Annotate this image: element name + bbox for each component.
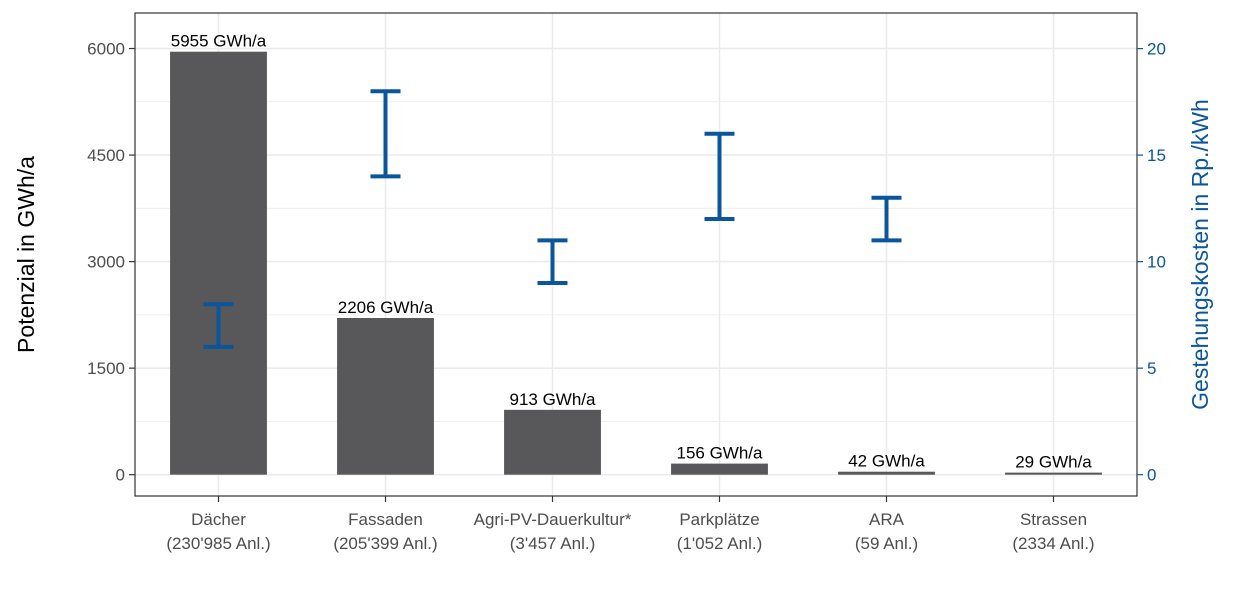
y2-tick-label: 5 bbox=[1147, 359, 1156, 378]
cost-errorbar bbox=[203, 302, 234, 349]
y-tick-label: 6000 bbox=[87, 40, 125, 59]
category-sublabel: (230'985 Anl.) bbox=[166, 534, 270, 553]
bar-value-label: 913 GWh/a bbox=[510, 390, 597, 409]
y2-tick-label: 0 bbox=[1147, 466, 1156, 485]
y2-tick-label: 10 bbox=[1147, 253, 1166, 272]
axes: 0 1500 3000 4500 6000 0 5 10 15 20 Dächer (230'985 … bbox=[87, 12, 1166, 553]
bar bbox=[838, 471, 935, 475]
bar bbox=[504, 409, 601, 475]
grid bbox=[135, 13, 1137, 496]
category-label: Parkplätze bbox=[679, 510, 759, 529]
y-tick-label: 0 bbox=[116, 466, 125, 485]
category-label: Agri-PV-Dauerkultur* bbox=[474, 510, 632, 529]
y2-tick-label: 20 bbox=[1147, 40, 1166, 59]
bar bbox=[170, 51, 267, 475]
cost-errorbar bbox=[704, 131, 735, 222]
category-sublabel: (205'399 Anl.) bbox=[333, 534, 437, 553]
bar bbox=[337, 318, 434, 475]
cost-errorbar bbox=[871, 195, 902, 243]
bar bbox=[1005, 472, 1102, 475]
y-axis-title: Potenzial in GWh/a bbox=[13, 156, 39, 353]
category-sublabel: (2334 Anl.) bbox=[1012, 534, 1094, 553]
category-sublabel: (3'457 Anl.) bbox=[510, 534, 595, 553]
category-label: Fassaden bbox=[348, 510, 423, 529]
category-label: ARA bbox=[869, 510, 905, 529]
secondary-y-axis-title: Gestehungskosten in Rp./kWh bbox=[1187, 99, 1213, 410]
cost-errorbar bbox=[537, 238, 568, 285]
y-tick-label: 1500 bbox=[87, 359, 125, 378]
bars bbox=[170, 51, 1102, 475]
bar-value-label: 5955 GWh/a bbox=[171, 32, 267, 51]
y-tick-label: 4500 bbox=[87, 146, 125, 165]
y2-tick-label: 15 bbox=[1147, 146, 1166, 165]
cost-errorbar bbox=[370, 89, 401, 179]
bar-value-label: 156 GWh/a bbox=[677, 444, 764, 463]
bar-value-label: 2206 GWh/a bbox=[338, 298, 434, 317]
cost-errorbars bbox=[203, 89, 902, 349]
bar-value-label: 42 GWh/a bbox=[848, 452, 925, 471]
panel-border bbox=[134, 12, 1138, 497]
bar-value-label: 29 GWh/a bbox=[1015, 453, 1092, 472]
category-label: Strassen bbox=[1020, 510, 1087, 529]
category-sublabel: (59 Anl.) bbox=[855, 534, 918, 553]
y-tick-label: 3000 bbox=[87, 253, 125, 272]
data-labels: 5955 GWh/a 2206 GWh/a 913 GWh/a 156 GWh/a 42… bbox=[171, 32, 1093, 472]
category-label: Dächer bbox=[191, 510, 246, 529]
bar bbox=[671, 463, 768, 475]
category-sublabel: (1'052 Anl.) bbox=[677, 534, 762, 553]
